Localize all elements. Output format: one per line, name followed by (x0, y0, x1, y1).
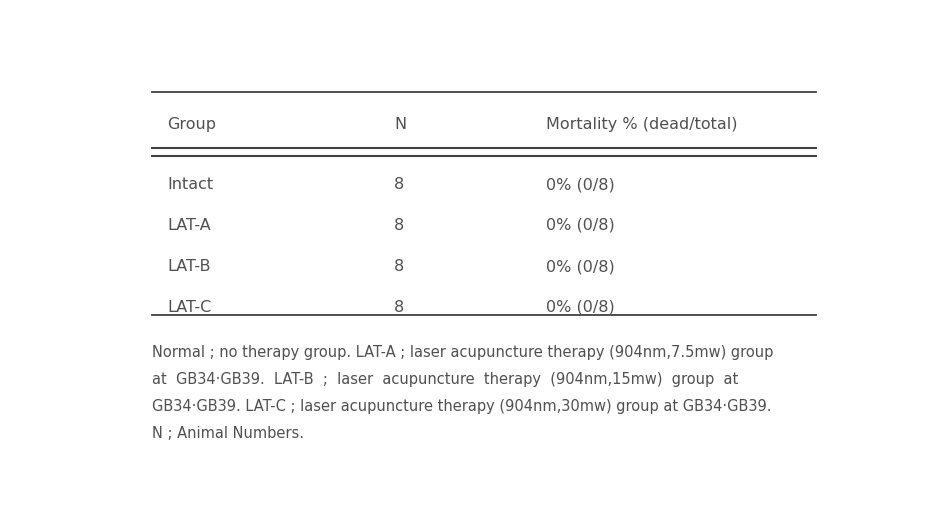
Text: 0% (0/8): 0% (0/8) (546, 259, 614, 274)
Text: 8: 8 (394, 218, 404, 233)
Text: LAT-C: LAT-C (167, 300, 211, 315)
Text: 0% (0/8): 0% (0/8) (546, 300, 614, 315)
Text: N ; Animal Numbers.: N ; Animal Numbers. (153, 426, 304, 441)
Text: at  GB34·GB39.  LAT-B  ;  laser  acupuncture  therapy  (904nm,15mw)  group  at: at GB34·GB39. LAT-B ; laser acupuncture … (153, 372, 738, 387)
Text: 0% (0/8): 0% (0/8) (546, 218, 614, 233)
Text: Intact: Intact (167, 177, 213, 192)
Text: 8: 8 (394, 177, 404, 192)
Text: 8: 8 (394, 259, 404, 274)
Text: 8: 8 (394, 300, 404, 315)
Text: 0% (0/8): 0% (0/8) (546, 177, 614, 192)
Text: GB34·GB39. LAT-C ; laser acupuncture therapy (904nm,30mw) group at GB34·GB39.: GB34·GB39. LAT-C ; laser acupuncture the… (153, 399, 772, 414)
Text: N: N (394, 117, 406, 132)
Text: LAT-A: LAT-A (167, 218, 210, 233)
Text: Normal ; no therapy group. LAT-A ; laser acupuncture therapy (904nm,7.5mw) group: Normal ; no therapy group. LAT-A ; laser… (153, 345, 774, 360)
Text: LAT-B: LAT-B (167, 259, 210, 274)
Text: Group: Group (167, 117, 216, 132)
Text: Mortality % (dead/total): Mortality % (dead/total) (546, 117, 737, 132)
